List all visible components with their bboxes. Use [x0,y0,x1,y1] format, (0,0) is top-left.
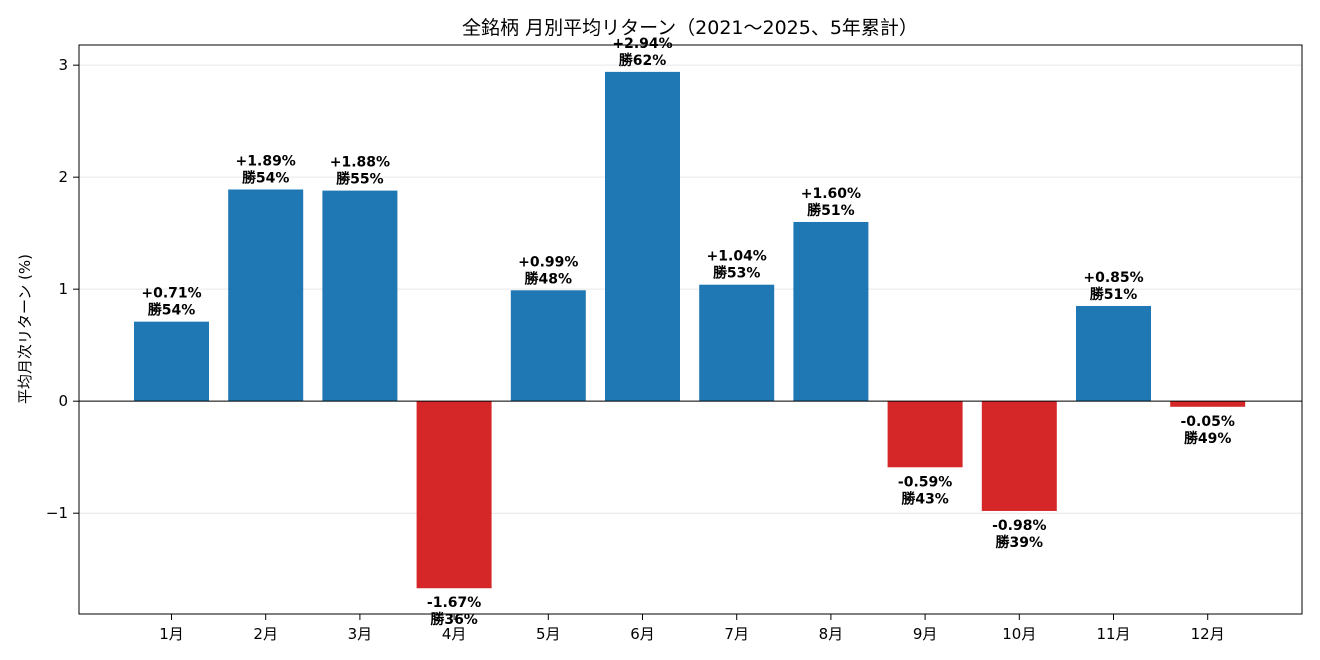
x-tick-label: 5月 [536,625,561,643]
value-label: -0.98% [992,518,1046,534]
bar-5 [510,290,586,402]
bar-6 [605,71,680,402]
win-rate-label: 勝51% [807,202,855,219]
bar-11 [1076,305,1151,402]
bar-12 [1170,401,1246,407]
y-tick-label: 3 [58,56,68,74]
y-tick-label: 2 [58,168,68,186]
value-label: +0.71% [141,286,201,302]
x-tick-label: 8月 [819,625,844,643]
x-tick-label: 4月 [442,625,467,643]
bar-3 [322,190,398,402]
win-rate-label: 勝54% [148,302,196,319]
win-rate-label: 勝39% [996,534,1044,551]
value-label: +1.04% [707,249,767,265]
win-rate-label: 勝51% [1090,286,1138,303]
chart-title: 全銘柄 月別平均リターン（2021〜2025、5年累計） [462,17,918,39]
value-label: +2.94% [612,36,672,52]
value-label: +0.99% [518,254,578,270]
value-label: +1.88% [330,155,390,171]
value-label: -0.05% [1181,414,1235,430]
x-tick-label: 9月 [913,625,938,643]
bar-4 [416,401,492,589]
bar-7 [699,284,775,402]
y-tick-label: 1 [58,280,68,298]
x-tick-label: 12月 [1191,625,1225,643]
bar-8 [793,221,869,402]
value-label: +1.89% [236,153,296,169]
x-tick-label: 1月 [159,625,184,643]
x-tick-label: 3月 [348,625,373,643]
x-tick-label: 11月 [1096,625,1130,643]
bar-1 [134,321,209,402]
x-tick-label: 6月 [630,625,655,643]
y-tick-label: −1 [46,504,68,522]
bar-10 [981,401,1057,511]
value-label: +0.85% [1083,270,1143,286]
x-axis-ticks: 1月 2月 3月 4月 5月 6月 7月 8月 9月 10月 11月 12月 [159,614,1225,643]
plot-frame [78,44,1303,615]
y-axis-ticks: −1 0 1 2 3 [46,56,79,522]
x-tick-label: 7月 [724,625,749,643]
x-tick-label: 10月 [1002,625,1036,643]
bars-layer [134,71,1246,589]
value-label: +1.60% [801,186,861,202]
value-label: -0.59% [898,474,952,490]
win-rate-label: 勝49% [1184,430,1232,447]
y-tick-label: 0 [58,392,68,410]
win-rate-label: 勝54% [242,169,290,186]
bar-9 [887,401,963,468]
y-axis-label: 平均月次リターン (%) [16,254,34,404]
win-rate-label: 勝53% [713,265,761,282]
value-label: -1.67% [427,595,481,611]
x-tick-label: 2月 [253,625,278,643]
win-rate-label: 勝62% [619,52,667,69]
win-rate-label: 勝43% [901,490,949,507]
data-labels-layer: +0.71%勝54%+1.89%勝54%+1.88%勝55%-1.67%勝36%… [141,36,1235,628]
bar-2 [228,189,304,402]
win-rate-label: 勝48% [525,270,573,287]
win-rate-label: 勝55% [336,171,384,188]
